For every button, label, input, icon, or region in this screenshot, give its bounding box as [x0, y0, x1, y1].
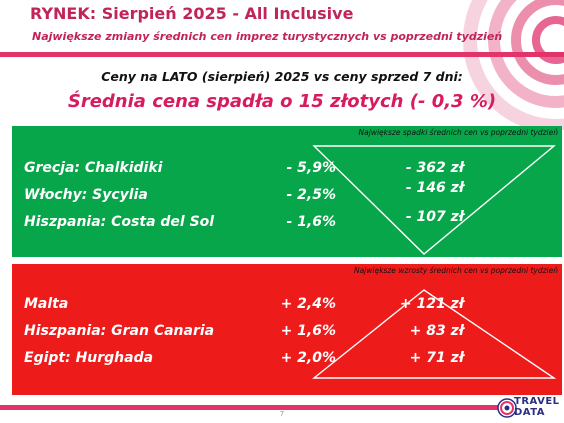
decrease-row: Włochy: Sycylia - 2,5% - 146 zł — [12, 180, 562, 207]
percent-change: + 2,0% — [280, 350, 336, 366]
amount-change: + 83 zł — [409, 323, 464, 339]
logo-mark-icon — [497, 398, 517, 418]
page-number: 7 — [279, 410, 285, 418]
percent-change: + 1,6% — [280, 323, 336, 339]
percent-change: - 5,9% — [286, 160, 336, 176]
increase-row: Malta + 2,4% + 121 zł — [12, 296, 562, 316]
amount-change: - 146 zł — [405, 180, 464, 196]
logo-text-line1: TRAVEL — [514, 396, 560, 407]
destination-label: Egipt: Hurghada — [24, 350, 154, 366]
amount-change: + 71 zł — [409, 350, 464, 366]
up-triangle-shape — [312, 289, 557, 379]
logo-text-line2: DATA — [514, 407, 546, 418]
down-triangle-shape — [312, 145, 556, 255]
amount-change: - 362 zł — [405, 160, 464, 176]
percent-change: - 2,5% — [286, 187, 336, 203]
footer-divider — [0, 405, 498, 410]
increase-row: Egipt: Hurghada + 2,0% + 71 zł — [12, 350, 562, 370]
destination-label: Hiszpania: Gran Canaria — [24, 323, 215, 339]
decrease-row: Grecja: Chalkidiki - 5,9% - 362 zł — [12, 160, 562, 180]
destination-label: Grecja: Chalkidiki — [24, 160, 163, 176]
decrease-row: Hiszpania: Costa del Sol - 1,6% - 107 zł — [12, 209, 562, 234]
amount-change: + 121 zł — [399, 296, 464, 312]
decreases-panel: Największe spadki średnich cen vs poprze… — [12, 126, 562, 257]
increases-panel: Największe wzrosty średnich cen vs poprz… — [12, 264, 562, 395]
destination-label: Malta — [24, 296, 69, 312]
headline-text: Średnia cena spadła o 15 złotych (- 0,3 … — [67, 91, 497, 112]
header-divider — [0, 52, 564, 57]
comparison-text: Ceny na LATO (sierpień) 2025 vs ceny spr… — [101, 69, 463, 84]
amount-change: - 107 zł — [405, 209, 464, 225]
percent-change: + 2,4% — [280, 296, 336, 312]
travel-data-logo: TRAVEL DATA — [496, 393, 564, 423]
decreases-caption: Największe spadki średnich cen vs poprze… — [358, 128, 558, 137]
page-title: RYNEK: Sierpień 2025 - All Inclusive — [30, 4, 354, 23]
destination-label: Hiszpania: Costa del Sol — [24, 214, 215, 230]
percent-change: - 1,6% — [286, 214, 336, 230]
increases-caption: Największe wzrosty średnich cen vs poprz… — [353, 266, 558, 275]
increase-row: Hiszpania: Gran Canaria + 1,6% + 83 zł — [12, 323, 562, 343]
destination-label: Włochy: Sycylia — [24, 187, 148, 203]
page-subtitle: Największe zmiany średnich cen imprez tu… — [32, 30, 503, 43]
